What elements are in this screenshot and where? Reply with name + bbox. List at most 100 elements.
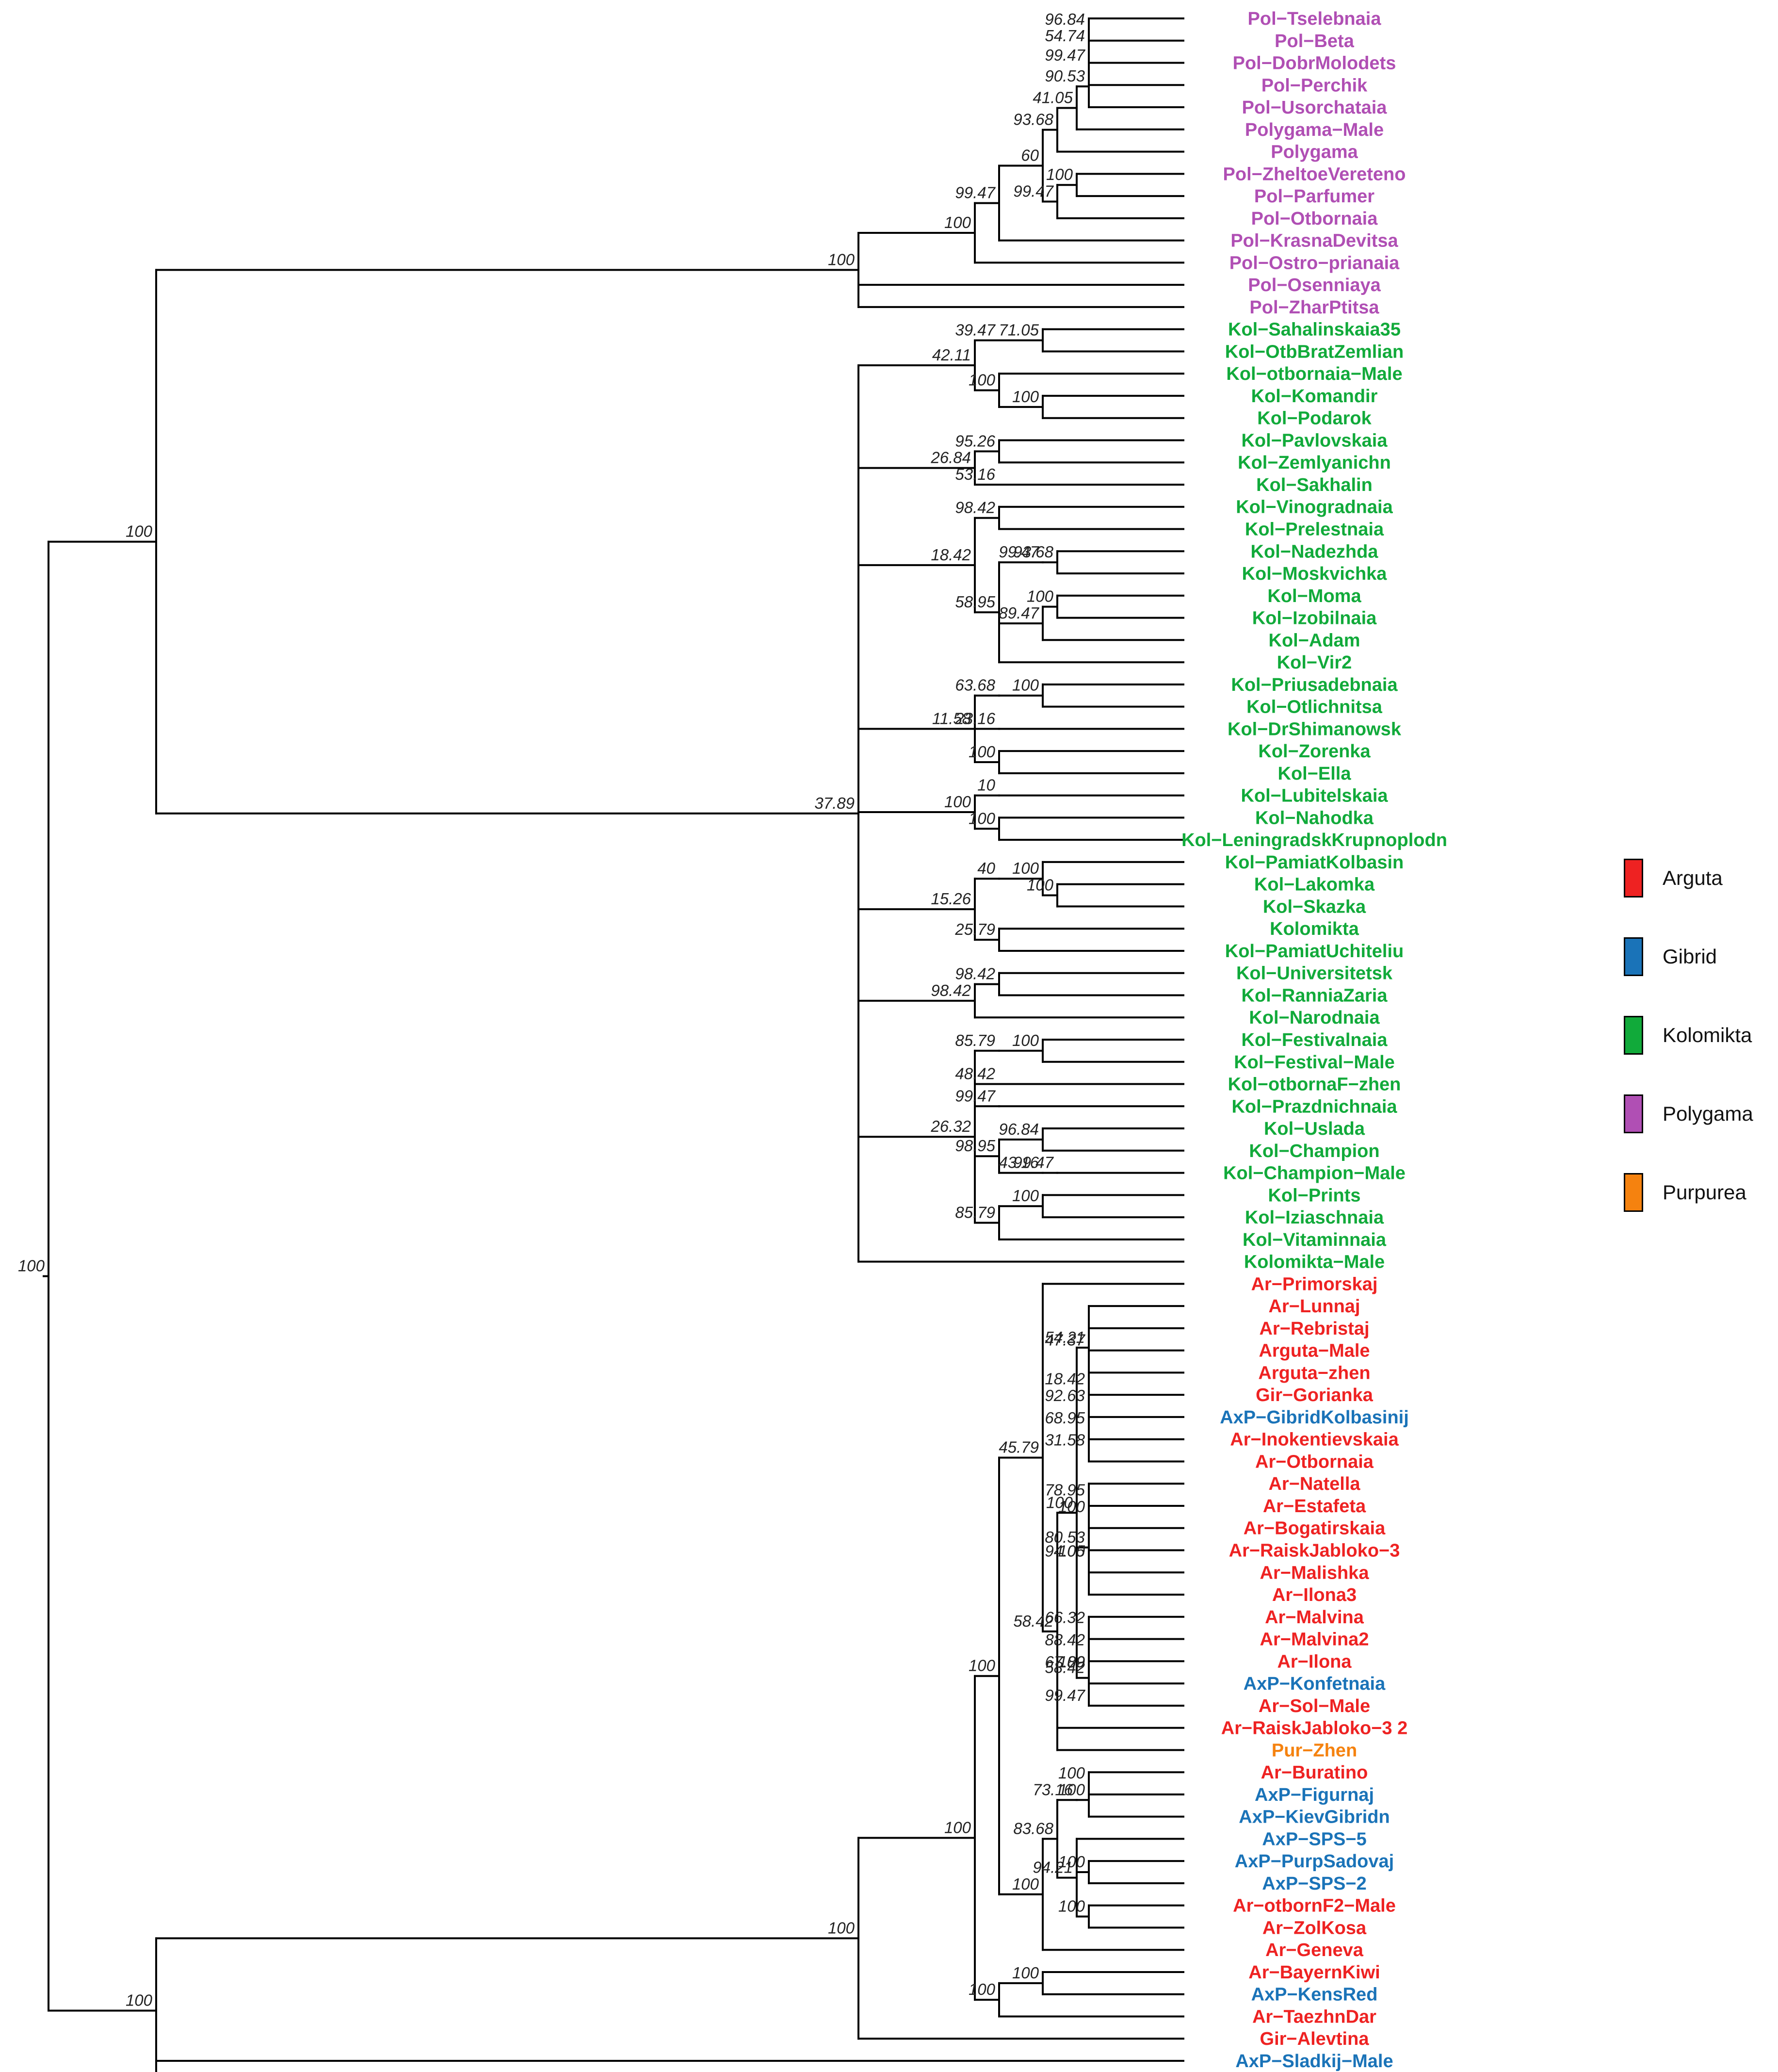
tip-label: Ar−Ilona3 (1272, 1585, 1357, 1605)
tip-label: Polygama (1271, 142, 1358, 163)
support-value: 94.05 (1045, 1542, 1085, 1560)
tip-label: Kol−Zemlyanichn (1238, 453, 1391, 473)
tip-label: Kol−DrShimanowsk (1228, 719, 1402, 739)
support-value: 100 (1012, 859, 1039, 877)
tip-label: Kol−Champion (1249, 1141, 1379, 1161)
support-value: 100 (1058, 1897, 1085, 1915)
tip-label: Pol−KrasnaDevitsa (1230, 231, 1398, 251)
tip-label: Kol−Universitetsk (1236, 963, 1393, 984)
support-value: 98.42 (931, 981, 971, 999)
legend-swatch (1624, 1016, 1643, 1055)
tip-label: Kol−otbornaia−Male (1226, 364, 1402, 384)
legend-item: Kolomikta (1624, 1009, 1752, 1062)
tip-label: Ar−Sol−Male (1259, 1696, 1370, 1716)
support-value: 68.95 (1045, 1409, 1085, 1427)
tip-label: Kol−Pavlovskaia (1241, 430, 1388, 451)
support-value: 99.47 (999, 543, 1039, 561)
tip-label: Pol−Ostro−prianaia (1229, 253, 1400, 273)
tip-label: Ar−Lunnaj (1269, 1296, 1360, 1317)
tip-label: Kol−Ella (1278, 764, 1352, 784)
support-value: 25.79 (954, 920, 995, 938)
tip-label: Pol−ZheltoeVereteno (1223, 164, 1406, 184)
support-value: 100 (1012, 1964, 1039, 1982)
support-value: 88.42 (1045, 1631, 1085, 1648)
tip-label: Ar−BayernKiwi (1248, 1962, 1380, 1983)
support-value: 83.68 (1013, 1819, 1053, 1837)
tip-label: Kol−RanniaZaria (1242, 985, 1388, 1006)
tip-label: Ar−TaezhnDar (1252, 2007, 1376, 2027)
support-value: 99.47 (955, 1087, 996, 1105)
support-value: 98.42 (955, 965, 995, 983)
support-value: 78.95 (1045, 1481, 1085, 1499)
support-value: 99.47 (1045, 1686, 1085, 1704)
support-value: 100 (1012, 676, 1039, 694)
tip-label: Polygama−Male (1245, 120, 1384, 140)
support-value: 98.95 (955, 1137, 995, 1155)
support-value: 93.68 (1013, 543, 1053, 561)
tip-label: Kol−Uslada (1264, 1119, 1365, 1139)
tip-label: Pol−Beta (1275, 31, 1355, 51)
tip-label: Kol−Narodnaia (1249, 1008, 1380, 1028)
support-value: 54.21 (1045, 1328, 1085, 1346)
support-value: 100 (944, 213, 971, 231)
support-value: 41.05 (1033, 88, 1073, 106)
tip-label: Ar−Malvina2 (1260, 1630, 1369, 1650)
tip-label: AxP−Konfetnaia (1244, 1674, 1386, 1694)
support-value: 58.42 (1013, 1612, 1053, 1630)
support-value: 100 (126, 522, 153, 540)
support-value: 80.53 (1045, 1528, 1085, 1546)
tip-label: Ar−Otbornaia (1255, 1452, 1374, 1472)
tip-label: Kol−Moma (1267, 586, 1361, 606)
support-value: 100 (1046, 165, 1073, 183)
support-value: 99.47 (955, 184, 996, 202)
support-value: 73.16 (1033, 1780, 1073, 1798)
support-value: 100 (969, 1657, 996, 1675)
tip-label: Kol−Prazdnichnaia (1231, 1096, 1397, 1117)
tip-label: AxP−PurpSadovaj (1235, 1851, 1394, 1872)
support-value: 26.32 (930, 1117, 971, 1135)
tip-label: Kol−Iziaschnaia (1245, 1207, 1384, 1228)
support-value: 100 (126, 1991, 153, 2009)
tip-label: AxP−Figurnaj (1255, 1785, 1374, 1805)
tip-label: Kol−Sahalinskaia35 (1228, 320, 1401, 340)
support-value: 100 (828, 1919, 855, 1937)
tip-label: Kol−Moskvichka (1242, 564, 1388, 584)
support-value: 63.68 (955, 676, 995, 694)
support-value: 58.95 (955, 593, 995, 611)
tip-label: AxP−SPS−5 (1262, 1829, 1366, 1849)
support-value: 39.47 (955, 321, 996, 339)
support-value: 100 (1058, 1764, 1085, 1782)
tip-label: Kol−Prints (1268, 1185, 1360, 1206)
tip-label: Kol−Komandir (1251, 386, 1378, 407)
legend-swatch (1624, 859, 1643, 897)
support-value: 100 (1058, 1653, 1085, 1671)
legend-label: Kolomikta (1663, 1024, 1752, 1046)
support-value: 40 (977, 859, 995, 877)
tip-label: Pol−Tselebnaia (1248, 9, 1382, 29)
support-value: 42.11 (932, 346, 971, 364)
tip-label: Pol−ZharPtitsa (1249, 297, 1379, 318)
tip-label: Kol−Adam (1269, 630, 1360, 651)
tip-label: Ar−Ilona (1277, 1651, 1352, 1672)
tip-label: Ar−otbornF2−Male (1233, 1896, 1396, 1916)
support-value: 100 (1012, 1187, 1039, 1205)
tip-label: Ar−Estafeta (1263, 1496, 1366, 1517)
tip-label: Kol−PamiatUchiteliu (1225, 941, 1404, 962)
support-value: 15.26 (931, 890, 971, 908)
support-value: 96.84 (1045, 10, 1085, 28)
support-value: 18.42 (1045, 1370, 1085, 1388)
legend-item: Purpurea (1624, 1166, 1746, 1219)
tip-label: AxP−SPS−2 (1262, 1874, 1366, 1894)
tip-label: Ar−RaiskJabloko−3 (1229, 1541, 1400, 1561)
support-value: 100 (1058, 1542, 1085, 1560)
support-value: 100 (944, 793, 971, 811)
support-value: 37.89 (814, 794, 855, 812)
support-value: 31.58 (1045, 1431, 1085, 1449)
tip-label: Ar−Geneva (1265, 1940, 1364, 1960)
support-value: 89.47 (999, 604, 1039, 622)
tip-label: Pol−Osenniaya (1248, 275, 1381, 295)
tip-label: Ar−Buratino (1261, 1762, 1368, 1783)
support-value: 45.79 (999, 1438, 1039, 1456)
tip-label: AxP−KensRed (1251, 1985, 1378, 2005)
